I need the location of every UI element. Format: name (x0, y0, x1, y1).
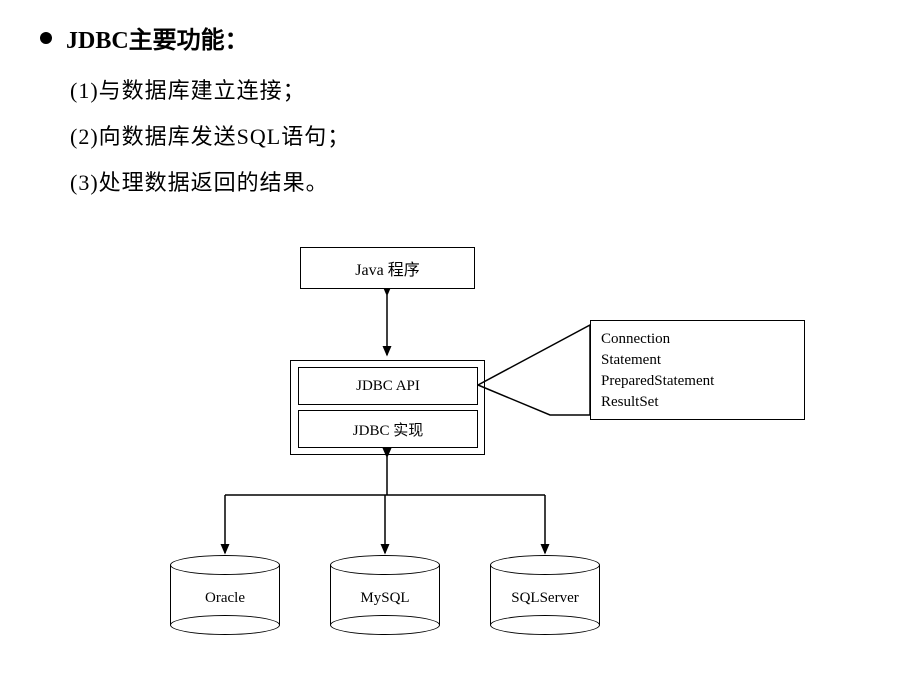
jdbc-diagram: Java 程序 JDBC API JDBC 实现 Connection Stat… (170, 235, 870, 655)
list-item-1: (1)与数据库建立连接； (70, 73, 350, 105)
db-label-oracle: Oracle (170, 590, 280, 607)
db-label-sqlserver: SQLServer (490, 590, 600, 607)
callout-box: Connection Statement PreparedStatement R… (590, 320, 805, 420)
db-cylinder-mysql: MySQL (330, 555, 440, 630)
db-cylinder-oracle: Oracle (170, 555, 280, 630)
jdbc-api-box: JDBC API (298, 367, 478, 405)
title-text: JDBC主要功能： (66, 20, 249, 55)
jdbc-impl-box: JDBC 实现 (298, 410, 478, 448)
list-item-2: (2)向数据库发送SQL语句； (70, 119, 350, 151)
callout-line-2: Statement (601, 350, 794, 371)
text-content: JDBC主要功能： (1)与数据库建立连接； (2)向数据库发送SQL语句； (… (40, 20, 350, 211)
db-label-mysql: MySQL (330, 590, 440, 607)
db-cylinder-sqlserver: SQLServer (490, 555, 600, 630)
title-line: JDBC主要功能： (40, 20, 350, 55)
bullet-icon (40, 32, 52, 44)
list-item-3: (3)处理数据返回的结果。 (70, 165, 350, 197)
java-program-box: Java 程序 (300, 247, 475, 289)
callout-line-3: PreparedStatement (601, 371, 794, 392)
callout-line-1: Connection (601, 329, 794, 350)
callout-line-4: ResultSet (601, 392, 794, 413)
